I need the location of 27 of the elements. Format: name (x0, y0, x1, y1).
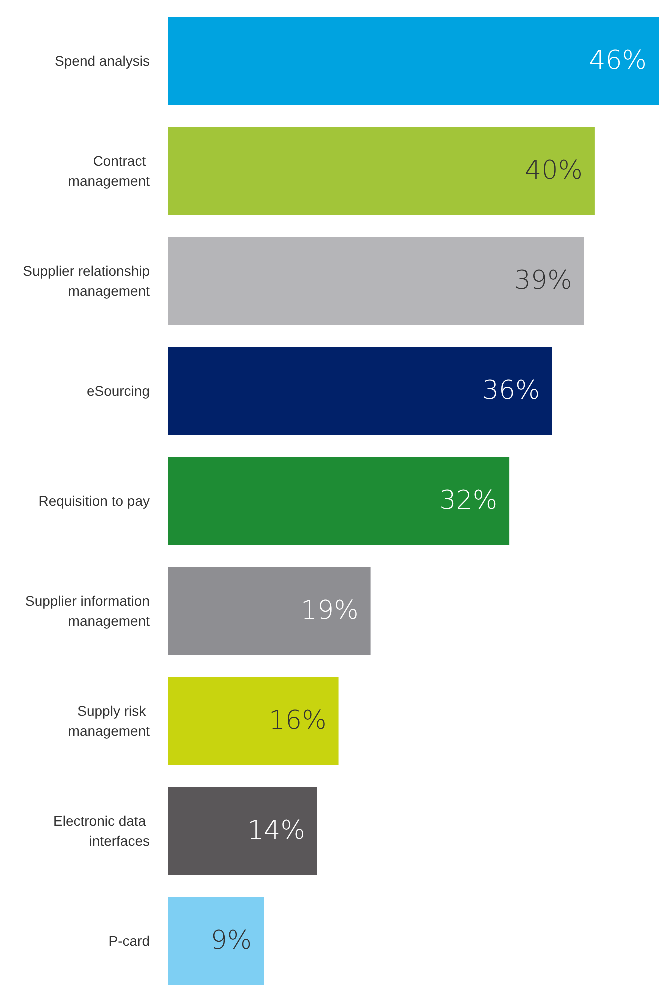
bar (168, 347, 552, 435)
y-tick-label: P-card (108, 933, 150, 949)
bar (168, 787, 318, 875)
y-tick-label: eSourcing (86, 383, 150, 399)
y-tick-label: Supply risk management (68, 703, 150, 739)
y-tick-label: Supplier information management (25, 593, 150, 629)
bar (168, 677, 339, 765)
bar (168, 17, 659, 105)
data-label: 39% (514, 266, 572, 296)
y-tick-label: Supplier relationship management (23, 263, 150, 299)
data-label: 46% (589, 46, 647, 76)
data-label: 19% (301, 596, 359, 626)
data-label: 16% (268, 706, 327, 736)
y-tick-label: Electronic data interfaces (54, 813, 150, 849)
bar (168, 897, 264, 985)
bar (168, 567, 371, 655)
data-label: 40% (525, 156, 583, 186)
bar (168, 127, 595, 215)
bar (168, 237, 584, 325)
y-tick-label: Spend analysis (55, 53, 150, 69)
bar (168, 457, 510, 545)
y-tick-label: Contract management (68, 153, 150, 189)
data-label: 32% (440, 486, 498, 516)
data-label: 36% (482, 376, 540, 406)
data-label: 14% (248, 816, 306, 846)
data-label: 9% (210, 926, 252, 956)
y-tick-label: Requisition to pay (38, 493, 150, 509)
